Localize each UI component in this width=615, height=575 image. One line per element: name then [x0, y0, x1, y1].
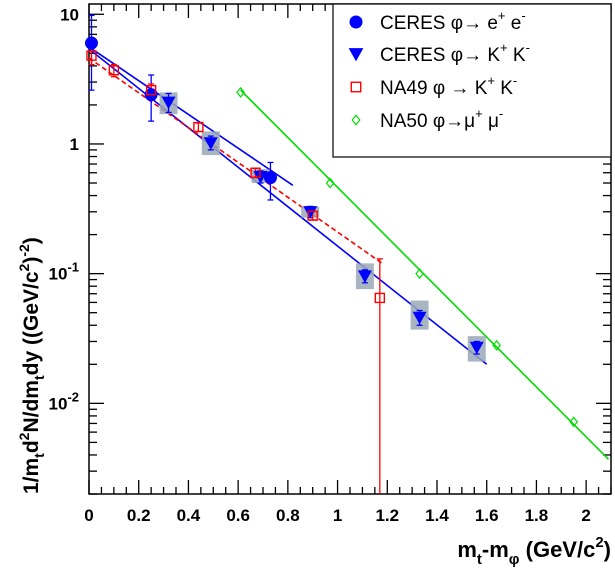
data-point-square — [86, 50, 97, 61]
data-point-triangle — [469, 341, 484, 355]
data-point-circle — [84, 36, 98, 50]
data-point-circle — [263, 171, 277, 185]
data-point-triangle — [357, 270, 372, 283]
data-point-diamond — [415, 268, 424, 280]
data-point-triangle — [412, 311, 427, 325]
y-tick-label: 1 — [70, 135, 79, 154]
x-axis-title: mt-mφ (GeV/c2) — [457, 534, 611, 568]
x-tick-label: 1.8 — [525, 506, 549, 525]
y-axis-title: 1/mtd2N/dmtdy ((GeV/c2)-2) — [16, 237, 47, 494]
legend-entry-label: CERES φ→ e+ e- — [380, 8, 526, 34]
data-point-square — [350, 81, 362, 93]
legend-entry-label: NA50 φ→μ+ μ- — [380, 106, 503, 132]
data-point-diamond — [492, 339, 502, 351]
x-tick-label: 0.8 — [276, 506, 300, 525]
data-point-diamond — [236, 86, 245, 98]
y-tick-label: 10 — [60, 5, 79, 24]
data-point-triangle — [303, 206, 318, 219]
x-tick-label: 0 — [84, 506, 93, 525]
x-tick-labels: 0 0.2 0.4 0.6 0.8 1 1.2 1.4 1.6 1.8 2 — [84, 506, 591, 525]
legend: CERES φ→ e+ e- CERES φ→ K+ K- NA49 φ → K+ … — [332, 3, 612, 158]
fit-line — [240, 89, 610, 460]
data-point-diamond — [569, 416, 579, 428]
data-point-square — [250, 167, 261, 178]
x-tick-label: 0.2 — [127, 506, 151, 525]
y-tick-label: 10-1 — [49, 260, 79, 284]
data-point-diamond — [351, 114, 361, 126]
data-point-triangle — [161, 96, 176, 110]
data-point-square — [145, 84, 157, 96]
data-point-triangle — [203, 137, 218, 150]
fit-line — [88, 57, 383, 265]
data-point-diamond — [325, 177, 335, 189]
x-tick-label: 1.4 — [425, 506, 449, 525]
x-tick-label: 1 — [333, 506, 342, 525]
data-point-triangle — [348, 48, 364, 62]
data-point-square — [374, 292, 386, 304]
fit-line — [88, 46, 294, 186]
x-tick-label: 0.4 — [177, 506, 201, 525]
data-point-square — [307, 210, 318, 221]
y-tick-label: 10-2 — [49, 389, 79, 413]
fit-lines — [88, 46, 610, 460]
legend-box — [332, 3, 612, 158]
data-point-square — [193, 121, 204, 133]
x-tick-label: 1.2 — [375, 506, 399, 525]
y-tick-labels: 10 1 10-1 10-2 — [49, 5, 79, 413]
legend-entry-label: CERES φ→ K+ K- — [380, 40, 530, 66]
x-tick-label: 1.6 — [475, 506, 499, 525]
x-tick-label: 2 — [581, 506, 590, 525]
x-tick-label: 0.6 — [226, 506, 250, 525]
data-point-square — [108, 65, 120, 76]
data-points — [84, 36, 579, 428]
data-point-circle — [349, 15, 363, 29]
legend-entry-label: NA49 φ → K+ K- — [380, 73, 517, 99]
